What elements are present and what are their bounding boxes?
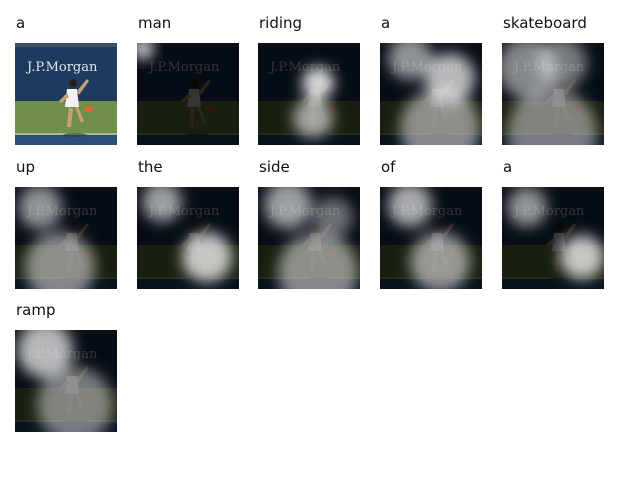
token-word: of	[381, 158, 396, 176]
attention-map-image: J.P.Morgan	[137, 187, 239, 289]
token-word: side	[259, 158, 290, 176]
attention-map-image: J.P.Morgan	[502, 187, 604, 289]
attention-map-image: J.P.Morgan	[258, 187, 360, 289]
attention-map-image: J.P.Morgan	[137, 43, 239, 145]
token-word: a	[503, 158, 513, 176]
attention-map-image: J.P.Morgan	[502, 43, 604, 145]
token-word: a	[381, 14, 391, 32]
token-word: ramp	[16, 301, 56, 319]
attention-map-image: J.P.Morgan	[380, 43, 482, 145]
attention-map-image: J.P.Morgan	[15, 187, 117, 289]
svg-text:J.P.Morgan: J.P.Morgan	[25, 60, 98, 75]
attention-map-image: J.P.Morgan	[15, 330, 117, 432]
token-word: man	[138, 14, 172, 32]
token-word: up	[16, 158, 36, 176]
token-word: riding	[259, 14, 303, 32]
attention-map-image: J.P.Morgan	[380, 187, 482, 289]
original-image: J.P.Morgan	[15, 43, 117, 145]
token-word: a	[16, 14, 26, 32]
token-word: the	[138, 158, 163, 176]
attention-map-image: J.P.Morgan	[258, 43, 360, 145]
token-word: skateboard	[503, 14, 587, 32]
